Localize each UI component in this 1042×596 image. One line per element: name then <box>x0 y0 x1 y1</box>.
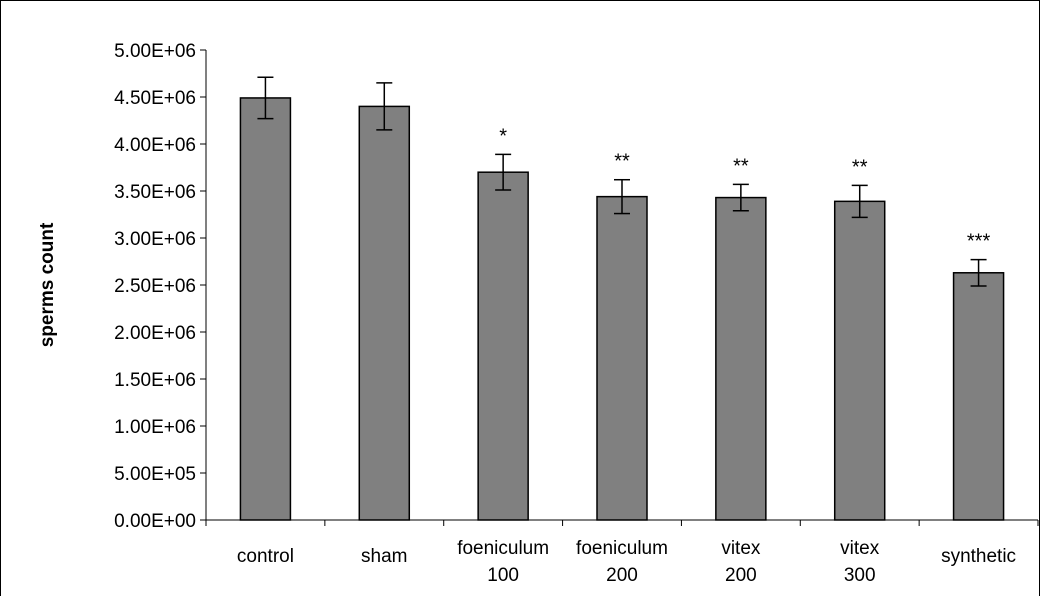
y-tick-label: 5.00E+06 <box>114 41 196 62</box>
x-tick-label: 300 <box>844 565 876 586</box>
y-tick-label: 1.00E+06 <box>114 417 196 438</box>
x-tick-label: foeniculum <box>457 538 549 559</box>
y-tick-label: 2.50E+06 <box>114 276 196 297</box>
bar <box>715 196 767 521</box>
bar <box>596 195 648 521</box>
y-tick-label: 1.50E+06 <box>114 370 196 391</box>
y-tick-label: 3.00E+06 <box>114 229 196 250</box>
y-tick-label: 3.50E+06 <box>114 182 196 203</box>
y-tick-label: 5.00E+05 <box>114 464 196 485</box>
y-axis-title: sperms count <box>37 222 58 347</box>
y-tick-label: 4.00E+06 <box>114 135 196 156</box>
bar <box>833 200 886 521</box>
significance-label: *** <box>967 231 991 253</box>
x-tick-label: 200 <box>725 565 757 586</box>
x-tick-label: 100 <box>487 565 519 586</box>
x-tick-label: control <box>237 546 294 567</box>
significance-label: * <box>499 125 507 147</box>
significance-label: ** <box>733 155 749 177</box>
x-tick-label: synthetic <box>941 546 1016 567</box>
y-tick-label: 0.00E+00 <box>114 511 196 532</box>
bar <box>952 272 1005 521</box>
x-tick-label: vitex <box>840 538 880 559</box>
y-tick-label: 2.00E+06 <box>114 323 196 344</box>
bar <box>477 171 529 521</box>
x-tick-label: foeniculum <box>576 538 668 559</box>
x-tick-label: vitex <box>721 538 761 559</box>
significance-label: ** <box>852 156 868 178</box>
x-tick-label: sham <box>361 546 407 567</box>
significance-label: ** <box>614 151 630 173</box>
bar <box>239 97 292 521</box>
bar <box>358 105 411 521</box>
y-tick-label: 4.50E+06 <box>114 88 196 109</box>
x-tick-label: 200 <box>606 565 638 586</box>
